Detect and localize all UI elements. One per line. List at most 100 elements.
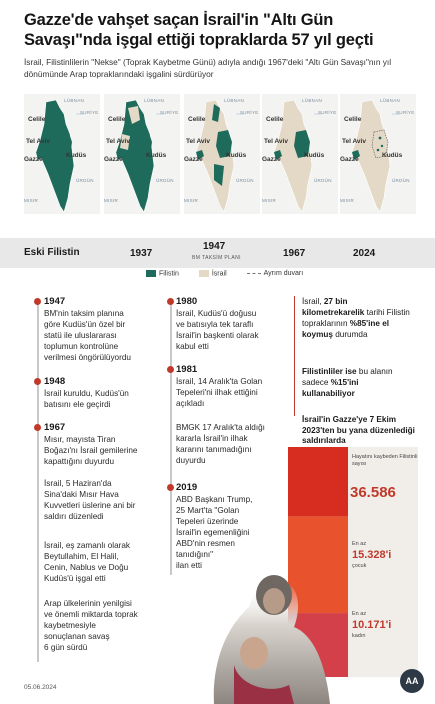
stat-killed-label: Hayatını kaybeden Filistinli sayısı	[352, 454, 418, 467]
event-text: ABD Başkanı Trump, 25 Mart'ta "Golan Tep…	[176, 495, 253, 570]
event-year: 1967	[44, 422, 66, 433]
fact-palestine-land: Filistinliler ise bu alanın sadece %15'i…	[302, 366, 412, 399]
map-label-celile: Celile	[108, 116, 126, 123]
timeline-dot	[34, 378, 41, 385]
fact-highlight: Filistinliler ise	[302, 367, 357, 376]
map-label-tel-aviv: Tel Aviv	[106, 138, 130, 145]
timeline-event-1967-result: Arap ülkelerinin yenilgisi ve önemli mik…	[44, 598, 164, 653]
fact-highlight: %15'ini kullanabiliyor	[302, 378, 359, 398]
map-label-urdun: ÜRDÜN	[314, 178, 332, 183]
map-label-lubnan: LÜBNAN	[224, 98, 245, 103]
timeline-dot	[167, 298, 174, 305]
fact-highlight: 27 bin kilometrekarelik	[302, 297, 365, 317]
map-legend: Filistin İsrail Ayrım duvarı	[146, 270, 303, 277]
map-label-urdun: ÜRDÜN	[156, 178, 174, 183]
timeline-event-1980: 1980 İsrail, Kudüs'ü doğusu ve batısıyla…	[176, 296, 291, 352]
map-label-suriye: SURİYE	[318, 110, 337, 115]
legend-item-wall: Ayrım duvarı	[246, 270, 304, 278]
legend-label-palestine: Filistin	[159, 270, 179, 278]
aa-logo: AA	[400, 669, 424, 693]
fact-text: bu alanın sadece	[302, 367, 393, 387]
page-title: Gazze'de vahşet saçan İsrail'in "Altı Gü…	[24, 11, 374, 49]
map-label-celile: Celile	[266, 116, 284, 123]
legend-swatch-israel	[198, 270, 209, 277]
gaza-casualty-bars	[288, 447, 418, 677]
timeline-line-left	[37, 300, 39, 662]
map-1: LÜBNAN SURİYE Celile Tel Aviv Kudüs Gazze ÜRDÜ…	[24, 94, 100, 214]
gaza-title: İsrail'in Gazze'ye 7 Ekim 2023'ten bu ya…	[302, 415, 415, 445]
map-label-lubnan: LÜBNAN	[302, 98, 323, 103]
map-label-misir: MISIR	[340, 198, 355, 203]
map-4: LÜBNAN SURİYE Celile Tel Aviv Kudüs Gazze ÜRDÜ…	[262, 94, 338, 214]
stat-children-prefix: En az	[352, 541, 367, 547]
map-shape	[104, 94, 180, 214]
map-label-lubnan: LÜBNAN	[144, 98, 165, 103]
fact-text: İsrail,	[302, 297, 324, 306]
timeline-event-1981: 1981 İsrail, 14 Aralık'ta Golan Tepeleri…	[176, 364, 291, 409]
timeline-dot	[167, 484, 174, 491]
map-label-tel-aviv: Tel Aviv	[264, 138, 288, 145]
legend-label-israel: İsrail	[211, 270, 227, 278]
timeline-event-1967: 1967 Mısır, mayısta Tiran Boğazı'nı İsra…	[44, 422, 164, 467]
map-label-gazze: Gazze	[184, 156, 203, 163]
timeline-dot	[34, 424, 41, 431]
bar-label-panel	[348, 447, 418, 677]
fact-text: durumda	[332, 330, 368, 339]
map-label-tel-aviv: Tel Aviv	[186, 138, 210, 145]
map-label-misir: MISIR	[262, 198, 277, 203]
year-label-1937: 1937	[130, 248, 153, 259]
stat-women-value: 10.171'i	[352, 619, 392, 631]
photo-illustration	[213, 575, 330, 704]
map-label-urdun: ÜRDÜN	[392, 178, 410, 183]
map-label-lubnan: LÜBNAN	[64, 98, 85, 103]
timeline-event-1967-attack: İsrail, 5 Haziran'da Sina'daki Mısır Hav…	[44, 478, 164, 522]
year-label-1947: 1947	[203, 241, 226, 252]
map-label-gazze: Gazze	[262, 156, 281, 163]
map-label-suriye: SURİYE	[396, 110, 415, 115]
facts-divider	[294, 296, 295, 416]
map-2: LÜBNAN SURİYE Celile Tel Aviv Kudüs Gazze ÜRDÜ…	[104, 94, 180, 214]
timeline-dot	[34, 298, 41, 305]
event-year: 1980	[176, 296, 198, 307]
event-year: 1981	[176, 364, 198, 375]
map-label-misir: MISIR	[184, 198, 199, 203]
event-text: İsrail, 14 Aralık'ta Golan Tepeleri'ni i…	[176, 377, 263, 408]
map-label-lubnan: LÜBNAN	[380, 98, 401, 103]
map-label-misir: MISIR	[24, 198, 39, 203]
stat-children-label: çocuk	[352, 563, 367, 569]
year-label-ancient: Eski Filistin	[24, 247, 80, 258]
map-label-urdun: ÜRDÜN	[236, 178, 254, 183]
event-text: İsrail, Kudüs'ü doğusu ve batısıyla tek …	[176, 309, 259, 351]
stat-children-value: 15.328'i	[352, 549, 392, 561]
legend-item-israel: İsrail	[198, 270, 227, 278]
year-bar: Eski Filistin 1937 1947 BM TAKSİM PLANI …	[0, 238, 435, 268]
map-label-tel-aviv: Tel Aviv	[342, 138, 366, 145]
map-label-suriye: SURİYE	[80, 110, 99, 115]
map-label-kudus: Kudüs	[146, 152, 167, 159]
fact-israel-land: İsrail, 27 bin kilometrekarelik tarihi F…	[302, 296, 412, 340]
map-label-suriye: SURİYE	[240, 110, 259, 115]
timeline-event-1947: 1947 BM'nin taksim planına göre Kudüs'ün…	[44, 296, 164, 363]
event-text: Arap ülkelerinin yenilgisi ve önemli mik…	[44, 599, 138, 652]
map-label-kudus: Kudüs	[304, 152, 325, 159]
bar-children	[288, 516, 348, 614]
year-sublabel-un-plan: BM TAKSİM PLANI	[192, 255, 241, 261]
event-year: 2019	[176, 482, 198, 493]
map-label-tel-aviv: Tel Aviv	[26, 138, 50, 145]
event-text: Mısır, mayısta Tiran Boğazı'nı İsrail ge…	[44, 435, 138, 466]
timeline-line-right	[170, 300, 172, 575]
map-label-celile: Celile	[28, 116, 46, 123]
event-text: İsrail kuruldu, Kudüs'ün batısını ele ge…	[44, 389, 129, 409]
map-label-suriye: SURİYE	[160, 110, 179, 115]
map-shape	[340, 94, 416, 214]
stat-women-prefix: En az	[352, 611, 367, 617]
map-label-gazze: Gazze	[340, 156, 359, 163]
year-label-2024: 2024	[353, 248, 376, 259]
legend-label-wall: Ayrım duvarı	[263, 270, 304, 278]
map-label-urdun: ÜRDÜN	[76, 178, 94, 183]
map-label-kudus: Kudüs	[226, 152, 247, 159]
photo-mother-child	[194, 555, 350, 704]
legend-swatch-palestine	[146, 270, 156, 277]
map-shape	[24, 94, 100, 214]
stat-killed-value: 36.586	[350, 484, 396, 501]
